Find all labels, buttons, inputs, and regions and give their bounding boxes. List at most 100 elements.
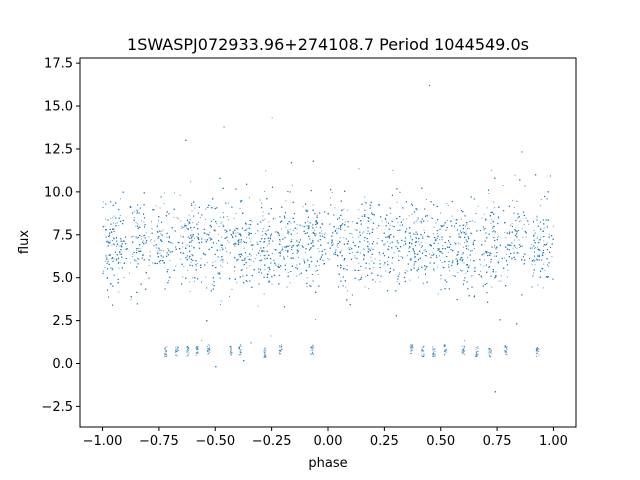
data-point <box>485 227 487 229</box>
data-point <box>432 252 434 254</box>
data-point <box>188 214 190 216</box>
data-point <box>453 226 455 228</box>
data-point <box>191 210 193 212</box>
data-point <box>513 239 515 241</box>
data-point <box>518 239 520 241</box>
data-point <box>413 262 415 264</box>
data-point <box>440 278 442 280</box>
data-point <box>304 252 306 254</box>
data-point <box>163 250 165 252</box>
data-point <box>460 218 462 220</box>
data-point <box>163 203 165 205</box>
data-point <box>113 258 115 260</box>
data-point <box>420 241 422 243</box>
data-point <box>548 233 550 235</box>
data-point <box>228 202 230 204</box>
data-point <box>183 227 185 229</box>
data-point <box>253 260 255 262</box>
data-point <box>423 249 425 251</box>
data-point <box>364 201 366 203</box>
data-point <box>118 291 120 293</box>
data-point <box>160 231 162 233</box>
data-point <box>262 234 264 236</box>
data-point <box>370 256 372 258</box>
data-point <box>314 229 316 231</box>
data-point <box>377 243 379 245</box>
data-point <box>329 197 331 199</box>
data-point <box>486 207 488 209</box>
data-point <box>226 216 228 218</box>
data-point <box>333 243 335 245</box>
data-point <box>192 277 194 279</box>
data-point <box>226 251 228 253</box>
data-point <box>534 256 536 258</box>
data-point <box>237 232 239 234</box>
data-point <box>533 229 535 231</box>
data-point <box>287 272 289 274</box>
data-point <box>347 247 349 249</box>
data-point <box>226 229 228 231</box>
data-point <box>510 224 512 226</box>
data-point <box>481 277 483 279</box>
data-point <box>355 252 357 254</box>
data-point <box>453 275 455 277</box>
data-point <box>211 283 213 285</box>
data-point <box>192 254 194 256</box>
data-point <box>518 252 520 254</box>
data-point <box>196 236 198 238</box>
data-point <box>244 258 246 260</box>
data-point <box>477 205 479 207</box>
data-point <box>465 272 467 274</box>
data-point <box>464 242 466 244</box>
data-point <box>137 258 139 260</box>
data-point <box>433 270 435 272</box>
data-point <box>222 261 224 263</box>
data-point <box>286 286 288 288</box>
data-point <box>113 215 115 217</box>
data-point <box>268 243 270 245</box>
data-point <box>285 226 287 228</box>
data-point <box>291 239 293 241</box>
data-point <box>231 288 233 290</box>
data-point <box>296 228 298 230</box>
data-point <box>323 234 325 236</box>
data-point <box>248 223 250 225</box>
data-point <box>149 240 151 242</box>
data-point <box>265 254 267 256</box>
data-point <box>514 246 516 248</box>
data-point <box>220 304 222 306</box>
data-point <box>343 208 345 210</box>
data-point <box>112 222 114 224</box>
data-point <box>205 276 207 278</box>
data-point <box>193 237 195 239</box>
data-point <box>531 264 533 266</box>
data-point <box>399 251 401 253</box>
data-point <box>434 239 436 241</box>
data-point <box>365 276 367 278</box>
data-point <box>221 244 223 246</box>
data-point <box>415 236 417 238</box>
data-point <box>339 237 341 239</box>
data-point <box>362 232 364 234</box>
data-point <box>360 252 362 254</box>
data-point <box>427 220 429 222</box>
data-point <box>349 246 351 248</box>
data-point <box>143 221 145 223</box>
data-point <box>265 170 267 172</box>
data-point <box>137 258 139 260</box>
data-point <box>474 260 476 262</box>
data-point <box>491 219 493 221</box>
data-point <box>234 246 236 248</box>
data-point <box>106 240 108 242</box>
data-point <box>518 216 520 218</box>
data-point <box>257 230 259 232</box>
data-point <box>523 223 525 225</box>
data-point <box>327 258 329 260</box>
data-point <box>525 217 527 219</box>
data-point <box>168 241 170 243</box>
data-point <box>470 259 472 261</box>
data-point <box>418 241 420 243</box>
data-point <box>200 258 202 260</box>
data-point <box>494 207 496 209</box>
